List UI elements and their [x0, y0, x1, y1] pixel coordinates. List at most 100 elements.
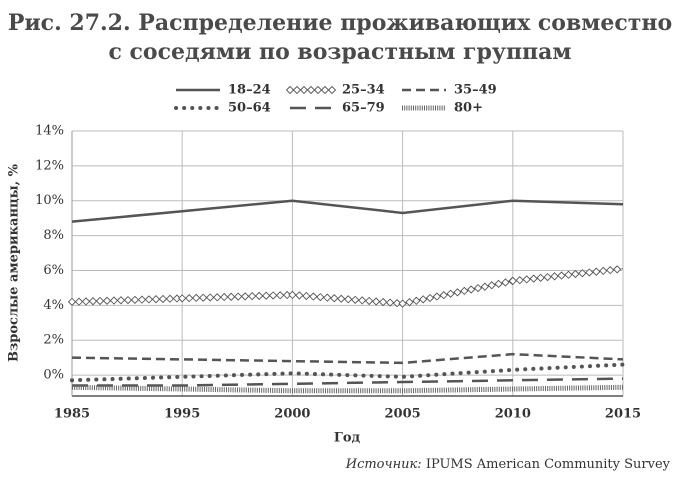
line-marker [151, 295, 161, 304]
line-marker [344, 295, 353, 304]
line-marker [320, 85, 330, 95]
line-marker [501, 278, 510, 287]
line-marker [241, 292, 250, 301]
y-tick-label: 8% [43, 228, 64, 243]
line-marker [302, 291, 311, 301]
line-marker [522, 275, 531, 284]
line-marker [220, 292, 229, 302]
line-marker [248, 292, 257, 301]
y-tick-label: 10% [35, 193, 64, 208]
line-marker [398, 299, 407, 308]
line-marker [234, 292, 243, 301]
line-marker [543, 272, 552, 282]
x-tick-label: 2005 [385, 407, 421, 422]
line-marker [292, 85, 302, 95]
series-line [71, 352, 624, 365]
line-marker [330, 294, 339, 303]
line-marker [137, 295, 147, 304]
line-marker [564, 270, 573, 279]
chart-title: с соседями по возрастным группам [108, 39, 571, 65]
line-marker [116, 296, 126, 305]
line-marker [213, 293, 222, 302]
line-marker [337, 294, 346, 303]
line-marker [276, 291, 285, 300]
line-marker [529, 274, 538, 283]
line-marker [144, 295, 154, 304]
series-line [72, 377, 624, 387]
line-marker [372, 297, 381, 306]
legend-label: 65–79 [342, 101, 385, 116]
line-marker [480, 282, 490, 291]
x-tick-label: 2015 [605, 407, 641, 422]
source-prefix: Источник: [345, 457, 422, 472]
line-marker [460, 286, 469, 296]
line-marker [192, 293, 201, 303]
line-marker [262, 291, 271, 300]
line-marker [515, 276, 524, 285]
line-marker [288, 290, 297, 300]
line-marker [316, 292, 325, 302]
line-marker [412, 296, 421, 305]
line-marker [299, 85, 309, 95]
line-marker [571, 269, 580, 279]
y-tick-label: 2% [43, 333, 64, 348]
line-marker [255, 291, 264, 301]
line-marker [185, 294, 194, 303]
line-marker [536, 273, 545, 282]
line-marker [578, 269, 587, 278]
line-marker [606, 266, 615, 275]
chart-title: Рис. 27.2. Распределение проживающих сов… [8, 10, 672, 36]
line-marker [67, 297, 77, 306]
line-marker [309, 292, 318, 301]
legend-label: 18–24 [228, 83, 271, 98]
legend-label: 35–49 [454, 83, 497, 98]
y-axis-label: Взрослые американцы, % [7, 163, 22, 362]
legend-label: 50–64 [228, 101, 271, 116]
x-axis-label: Год [334, 431, 361, 446]
y-tick-label: 12% [35, 158, 64, 173]
line-marker [592, 267, 601, 276]
line-marker [285, 85, 295, 95]
line-marker [306, 85, 316, 95]
line-marker [109, 296, 119, 305]
line-marker [432, 292, 442, 301]
line-marker [494, 279, 503, 288]
source: Источник: IPUMS American Community Surve… [345, 457, 671, 472]
y-tick-label: 14% [35, 124, 64, 139]
line-marker [365, 296, 374, 306]
line-marker [351, 295, 360, 304]
line-marker [453, 288, 462, 297]
line-marker [123, 295, 133, 305]
line-marker [178, 294, 187, 303]
series-line [70, 362, 625, 383]
x-tick-label: 1985 [54, 407, 90, 422]
line-marker [557, 271, 566, 280]
line-marker [199, 293, 208, 302]
line-marker [508, 276, 517, 286]
line-marker [613, 265, 622, 274]
series-line [71, 384, 624, 394]
x-tick-label: 2010 [495, 407, 531, 422]
y-tick-label: 6% [43, 263, 64, 278]
line-marker [550, 272, 559, 281]
line-marker [165, 294, 175, 303]
line-marker [206, 293, 215, 302]
series-line [71, 199, 624, 223]
line-marker [327, 85, 337, 95]
y-tick-label: 0% [43, 368, 64, 383]
line-marker [473, 283, 483, 293]
line-marker [446, 289, 455, 298]
line-marker [227, 292, 236, 301]
line-marker [88, 297, 98, 306]
y-tick-label: 4% [43, 298, 64, 313]
source-text: IPUMS American Community Survey [426, 457, 671, 472]
legend-label: 80+ [454, 101, 483, 116]
line-marker [599, 266, 608, 276]
line-marker [585, 268, 594, 277]
line-marker [405, 298, 414, 307]
line-marker [313, 85, 323, 95]
line-marker [487, 281, 496, 290]
line-marker [358, 296, 367, 305]
line-marker [439, 291, 448, 300]
